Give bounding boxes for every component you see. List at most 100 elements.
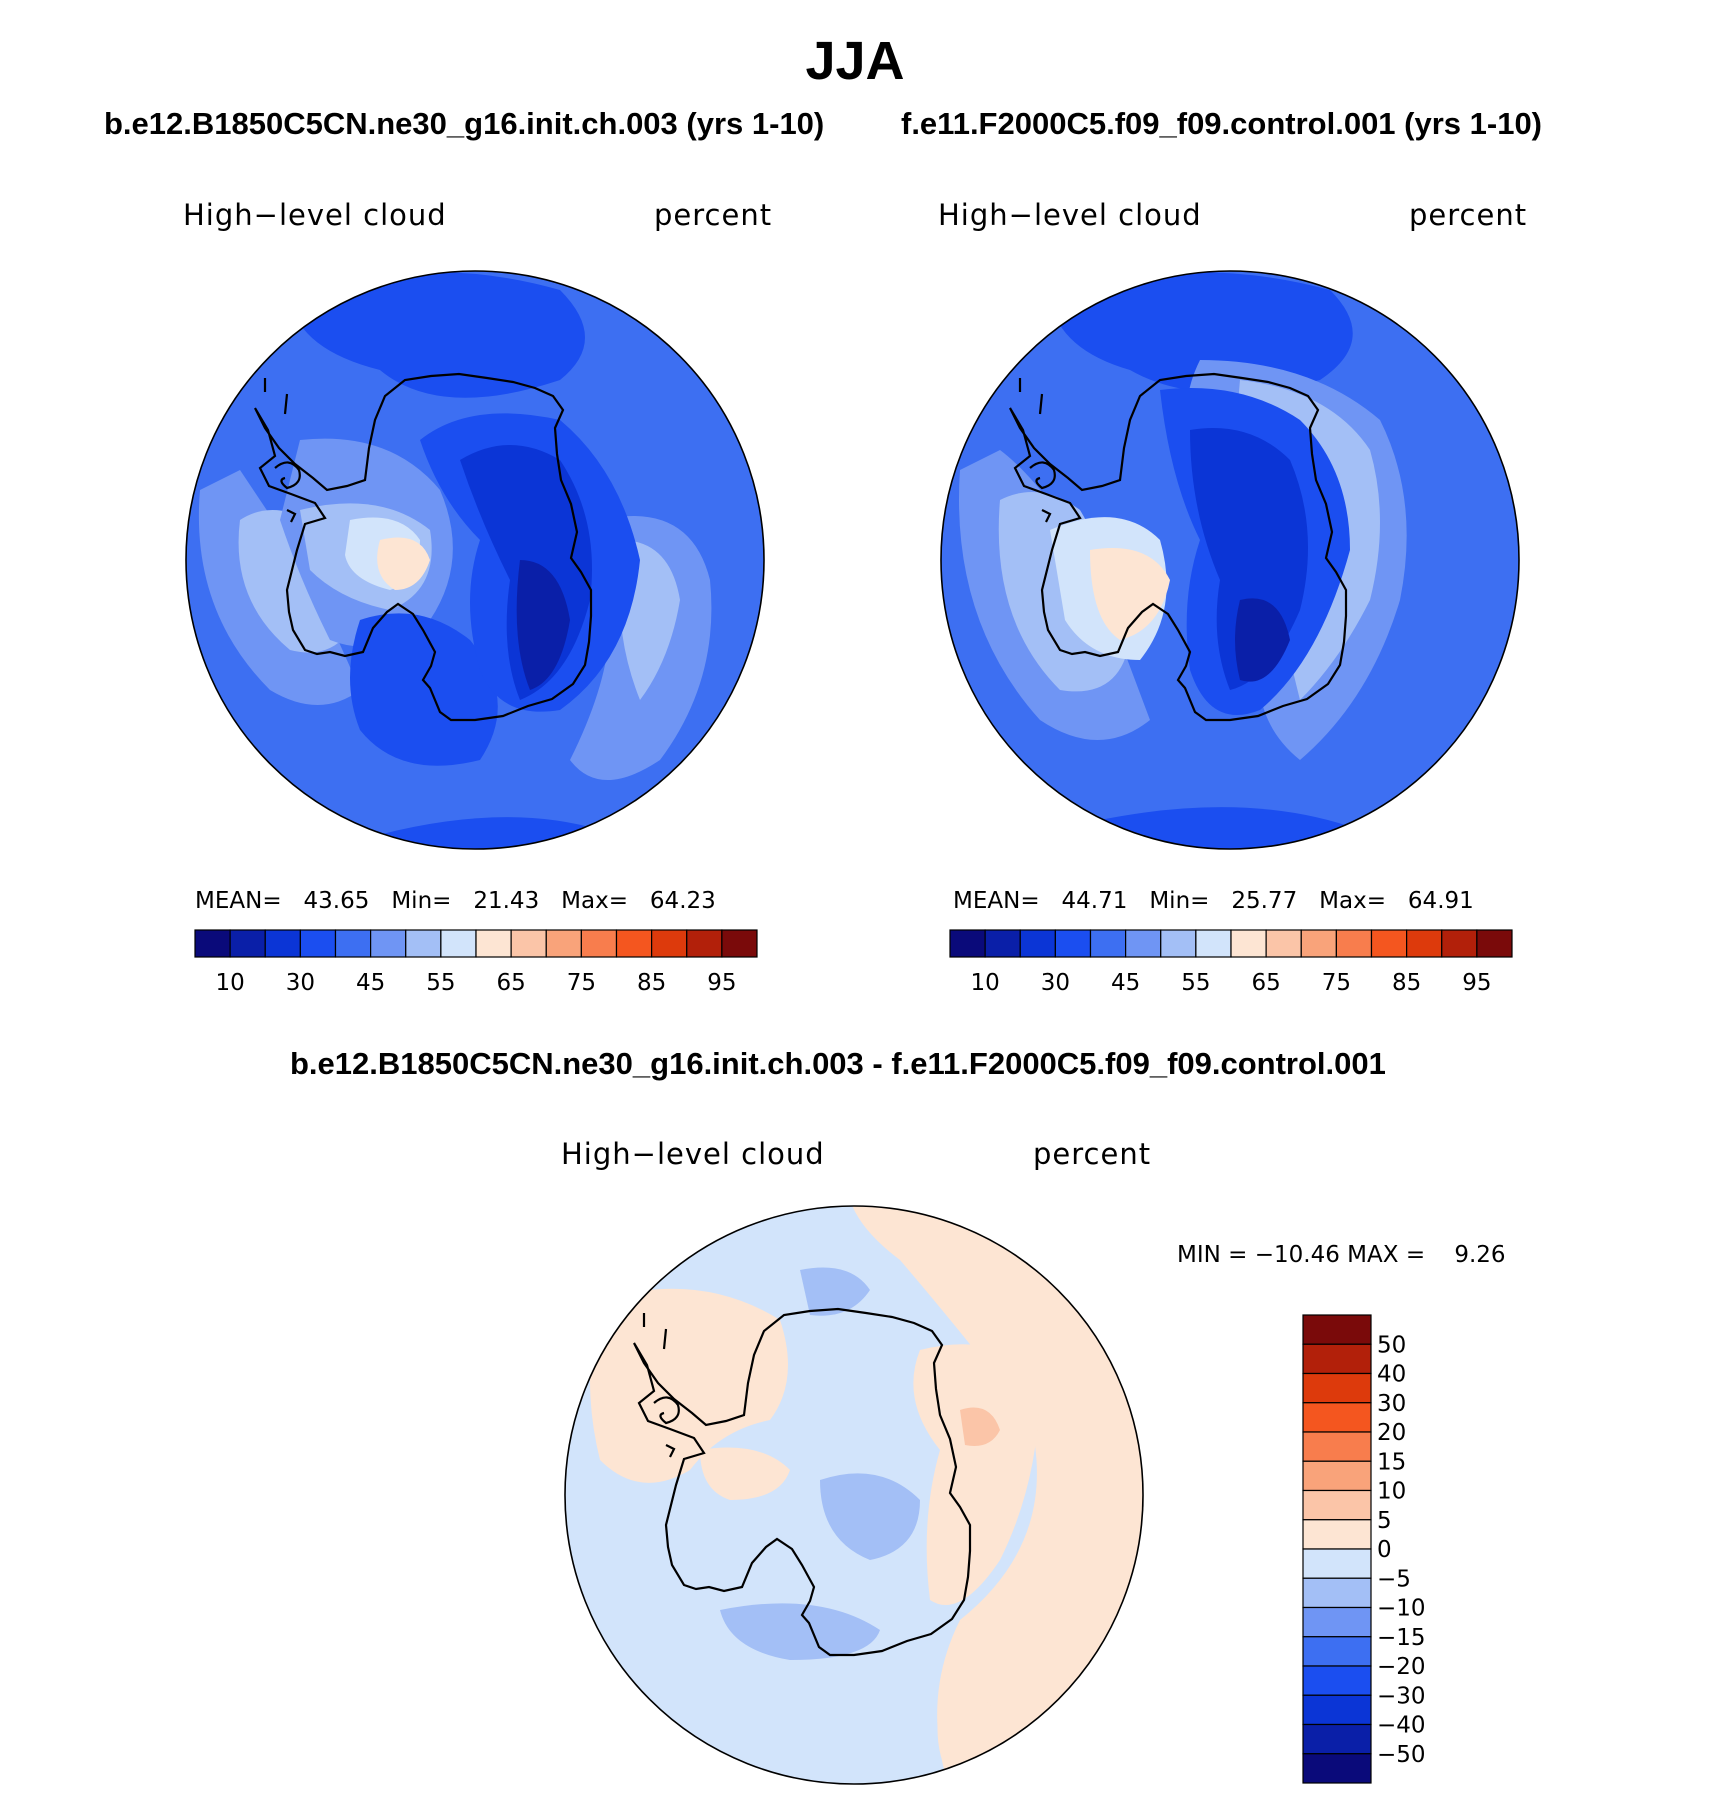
colorbar-box (1302, 1460, 1372, 1492)
colorbar-box (370, 929, 407, 958)
map-panel-1 (185, 270, 765, 850)
colorbar-tick-label: −30 (1377, 1683, 1426, 1709)
colorbar-box (1160, 929, 1197, 958)
colorbar-box (545, 929, 582, 958)
colorbar-box (686, 929, 723, 958)
colorbar-box (1300, 929, 1337, 958)
colorbar-tick-label: 5 (1377, 1508, 1392, 1534)
map-panel-3 (564, 1205, 1144, 1785)
colorbar-box (1302, 1665, 1372, 1696)
colorbar-box (1302, 1606, 1372, 1638)
colorbar-box (1302, 1431, 1372, 1462)
colorbar-tick-label: 65 (496, 970, 525, 996)
case-title-right: f.e11.F2000C5.f09_f09.control.001 (yrs 1… (901, 106, 1543, 141)
max-value: 64.91 (1407, 888, 1474, 914)
mean-label: MEAN= (195, 888, 282, 914)
map-boundary-2 (940, 270, 1520, 850)
variable-label-right: High−level cloud (938, 198, 1202, 232)
colorbar-tick-label: 40 (1377, 1362, 1406, 1388)
colorbar-tick-label: 95 (1462, 970, 1491, 996)
colorbar-box (1302, 1694, 1372, 1726)
colorbar-box (264, 929, 301, 958)
units-label-diff: percent (1033, 1137, 1152, 1171)
stats-panel-1: MEAN= 43.65 Min= 21.43 Max= 64.23 (195, 888, 716, 914)
colorbar-box (651, 929, 688, 958)
colorbar-box (1302, 1636, 1372, 1667)
colorbar-box (1335, 929, 1373, 958)
colorbar-box (721, 929, 758, 958)
colorbar-panel-2: 10 30 45 55 65 75 85 95 (949, 929, 1513, 996)
colorbar-box (194, 929, 231, 958)
mean-label: MEAN= (953, 888, 1040, 914)
colorbar-tick-label: 20 (1377, 1420, 1406, 1446)
main-title: JJA (805, 31, 905, 91)
variable-label-diff: High−level cloud (561, 1137, 825, 1171)
colorbar-tick-label: 95 (707, 970, 736, 996)
colorbar-box (299, 929, 337, 958)
colorbar-box (1302, 1519, 1372, 1550)
colorbar-box (615, 929, 653, 958)
colorbar-tick-label: 55 (1181, 970, 1210, 996)
colorbar-tick-label: −50 (1377, 1742, 1426, 1768)
colorbar-box (510, 929, 547, 958)
max-value: 9.26 (1454, 1242, 1506, 1268)
variable-label-left: High−level cloud (183, 198, 447, 232)
colorbar-tick-label: 45 (1111, 970, 1140, 996)
colorbar-tick-label: 0 (1377, 1537, 1392, 1563)
map-panel-2 (940, 270, 1520, 850)
mean-value: 44.71 (1061, 888, 1128, 914)
colorbar-tick-label: 30 (1377, 1391, 1406, 1417)
colorbar-box (580, 929, 618, 958)
colorbar-box (1302, 1314, 1372, 1345)
colorbar-tick-label: −5 (1377, 1566, 1411, 1592)
colorbar-tick-label: 10 (215, 970, 244, 996)
colorbar-box (1302, 1577, 1372, 1609)
stats-difference: MIN = −10.46 MAX = 9.26 (1177, 1242, 1506, 1268)
colorbar-box (475, 929, 512, 958)
stats-panel-2: MEAN= 44.71 Min= 25.77 Max= 64.91 (953, 888, 1474, 914)
colorbar-box (1370, 929, 1408, 958)
colorbar-tick-label: 10 (1377, 1479, 1406, 1505)
colorbar-box (1265, 929, 1302, 958)
colorbar-box (1125, 929, 1162, 958)
colorbar-tick-label: 85 (637, 970, 666, 996)
colorbar-tick-label: 55 (426, 970, 455, 996)
colorbar-tick-label: 10 (970, 970, 999, 996)
colorbar-box (1089, 929, 1127, 958)
colorbar-tick-label: 75 (1322, 970, 1351, 996)
colorbar-tick-label: −20 (1377, 1654, 1426, 1680)
colorbar-box (1302, 1402, 1372, 1433)
colorbar-box (1302, 1548, 1372, 1579)
colorbar-box (949, 929, 986, 958)
max-value: 64.23 (649, 888, 716, 914)
units-label-right: percent (1409, 198, 1528, 232)
colorbar-box (1441, 929, 1478, 958)
colorbar-box (1195, 929, 1232, 958)
colorbar-box (440, 929, 477, 958)
colorbar-tick-label: 30 (286, 970, 315, 996)
colorbar-box (1302, 1489, 1372, 1521)
colorbar-box (1054, 929, 1092, 958)
colorbar-box (1019, 929, 1056, 958)
colorbar-box (1230, 929, 1267, 958)
min-label: Min= (1149, 888, 1210, 914)
colorbar-tick-label: 65 (1251, 970, 1280, 996)
colorbar-tick-label: 50 (1377, 1332, 1406, 1358)
colorbar-box (1302, 1753, 1372, 1784)
min-value: 25.77 (1231, 888, 1298, 914)
min-value: 21.43 (473, 888, 540, 914)
colorbar-box (1302, 1343, 1372, 1375)
colorbar-tick-label: 45 (356, 970, 385, 996)
colorbar-box (1476, 929, 1513, 958)
min-value: −10.46 (1254, 1242, 1340, 1268)
colorbar-tick-label: −10 (1377, 1596, 1426, 1622)
difference-title: b.e12.B1850C5CN.ne30_g16.init.ch.003 - f… (290, 1046, 1386, 1081)
max-label: Max= (561, 888, 628, 914)
mean-value: 43.65 (303, 888, 370, 914)
min-label: Min= (391, 888, 452, 914)
colorbar-tick-label: 85 (1392, 970, 1421, 996)
colorbar-tick-label: 75 (567, 970, 596, 996)
colorbar-box (405, 929, 442, 958)
colorbar-box (1302, 1372, 1372, 1404)
colorbar-box (334, 929, 372, 958)
